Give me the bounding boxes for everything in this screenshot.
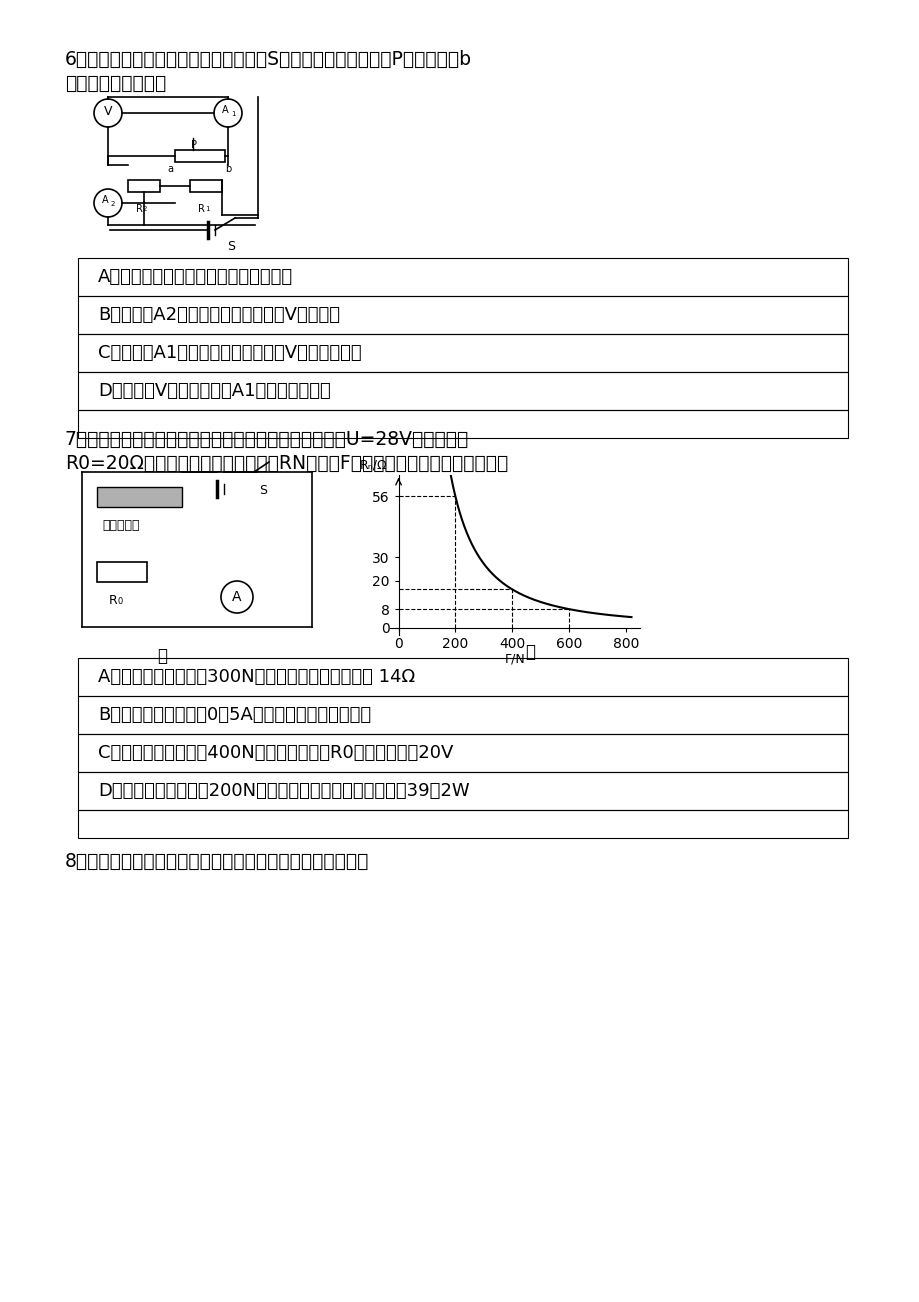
Text: D．电压表V示数与电流表A1示数的比值不变: D．电压表V示数与电流表A1示数的比值不变 <box>98 381 331 400</box>
Bar <box>96 562 147 582</box>
Text: A: A <box>102 195 108 204</box>
Circle shape <box>94 99 122 128</box>
Text: A．电路中总电阻先逐渐变大后逐渐变小: A．电路中总电阻先逐渐变大后逐渐变小 <box>98 268 293 286</box>
Bar <box>96 487 182 506</box>
Text: 7．图甲是某种压力传感器的工作电路图，已知电源电压U=28V，定值电阻: 7．图甲是某种压力传感器的工作电路图，已知电源电压U=28V，定值电阻 <box>65 430 469 449</box>
Bar <box>78 258 847 296</box>
Text: B．当电流表的示数为0．5A时，压力传感器不受压力: B．当电流表的示数为0．5A时，压力传感器不受压力 <box>98 706 370 724</box>
Bar <box>190 180 221 191</box>
Text: 2: 2 <box>111 201 115 207</box>
Text: S: S <box>259 484 267 497</box>
Bar <box>78 410 847 437</box>
Bar <box>78 810 847 838</box>
Text: 乙: 乙 <box>525 643 535 661</box>
Bar <box>78 658 847 697</box>
Text: R: R <box>108 594 118 607</box>
Text: 8．如图所示，下列对电磁实验现象相应的解释正确的是（）: 8．如图所示，下列对电磁实验现象相应的解释正确的是（） <box>65 852 369 871</box>
Text: 端的过程中，则（）: 端的过程中，则（） <box>65 74 166 92</box>
Text: C．电流表A1示数逐渐变大，电压表V示数逐渐变大: C．电流表A1示数逐渐变大，电压表V示数逐渐变大 <box>98 344 361 362</box>
Bar <box>78 335 847 372</box>
Text: a: a <box>167 164 173 174</box>
Text: S: S <box>227 240 234 253</box>
Text: A: A <box>232 590 241 604</box>
X-axis label: F/N: F/N <box>505 652 525 665</box>
Text: C．当压力传感器受到400N的压力时，电阻R0两端的电压是20V: C．当压力传感器受到400N的压力时，电阻R0两端的电压是20V <box>98 743 453 762</box>
Text: P: P <box>191 141 197 150</box>
Text: 6．如图所示，电源电压不变，闭合开关S，当滑动变阻器的滑片P由中点滑到b: 6．如图所示，电源电压不变，闭合开关S，当滑动变阻器的滑片P由中点滑到b <box>65 49 471 69</box>
Text: 1: 1 <box>205 206 210 212</box>
Text: Rₙ/Ω: Rₙ/Ω <box>359 458 387 471</box>
Text: R: R <box>198 204 205 214</box>
Text: R0=20Ω．图乙是压力传感器的阻值RN随压力F变化的图象．以下正确的有（）: R0=20Ω．图乙是压力传感器的阻值RN随压力F变化的图象．以下正确的有（） <box>65 454 507 473</box>
Text: B．电流表A2示数逐渐变小，电压表V示数不变: B．电流表A2示数逐渐变小，电压表V示数不变 <box>98 306 340 324</box>
Bar <box>128 180 160 191</box>
Text: 甲: 甲 <box>157 647 167 665</box>
Bar <box>78 734 847 772</box>
Bar <box>78 697 847 734</box>
Text: A: A <box>221 105 229 115</box>
Text: R: R <box>136 204 142 214</box>
Bar <box>78 372 847 410</box>
Text: D．当压力传感器受到200N的压力时，电路消耗的总功率是39．2W: D．当压力传感器受到200N的压力时，电路消耗的总功率是39．2W <box>98 783 469 799</box>
Circle shape <box>221 581 253 613</box>
Text: www.bdocx.com: www.bdocx.com <box>410 551 569 569</box>
Text: V: V <box>104 105 112 118</box>
Text: b: b <box>225 164 231 174</box>
Circle shape <box>214 99 242 128</box>
Text: 压力传感器: 压力传感器 <box>102 519 140 533</box>
Bar <box>175 150 225 161</box>
Text: A．当压力传感器受到300N的压力时，它的阻值小于 14Ω: A．当压力传感器受到300N的压力时，它的阻值小于 14Ω <box>98 668 414 686</box>
Bar <box>78 772 847 810</box>
Text: 0: 0 <box>118 598 123 605</box>
Text: 1: 1 <box>231 111 235 117</box>
Circle shape <box>94 189 122 217</box>
Text: 2: 2 <box>142 206 147 212</box>
Bar <box>78 296 847 335</box>
